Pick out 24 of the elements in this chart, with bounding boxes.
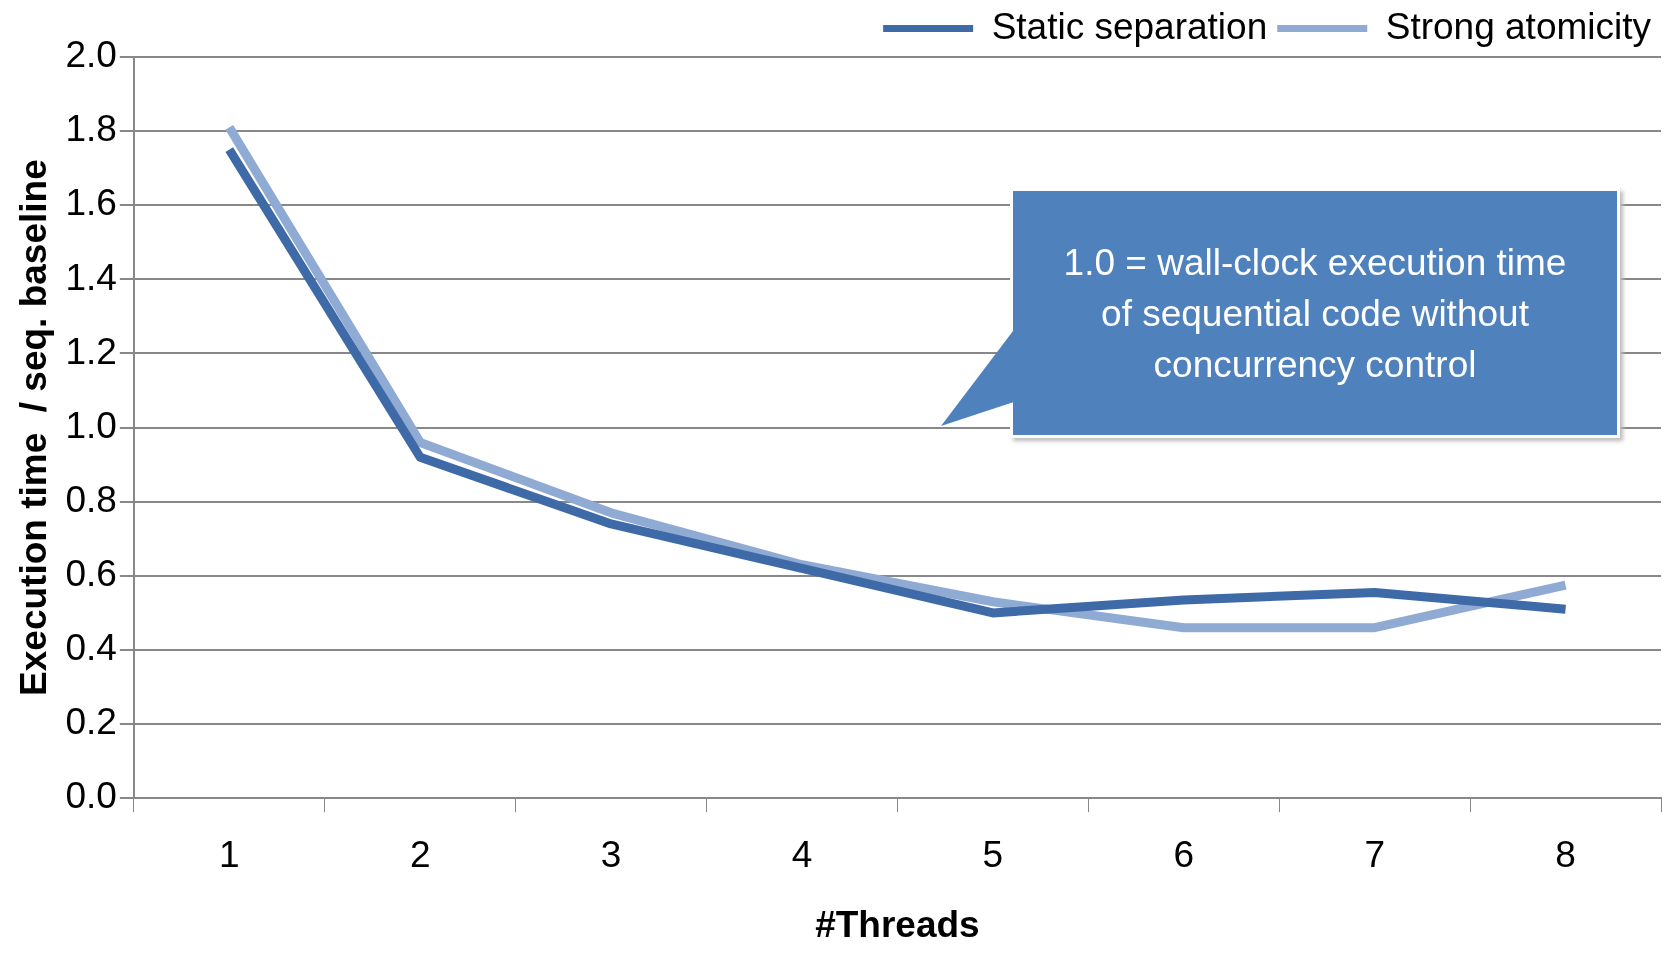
y-tick-label: 0.6 — [65, 553, 117, 595]
x-tick-label: 7 — [1364, 833, 1385, 875]
x-tick-label: 1 — [218, 833, 240, 875]
y-tick-label: 1.0 — [65, 404, 117, 446]
y-tick-label: 1.4 — [65, 256, 117, 298]
y-tick-label: 2.0 — [65, 34, 117, 76]
legend-label: Strong atomicity — [1385, 5, 1652, 47]
x-tick-label: 2 — [409, 833, 431, 875]
y-tick-label: 1.8 — [65, 108, 117, 150]
y-tick-label: 0.2 — [65, 701, 117, 743]
annotation: 1.0 = wall-clock execution time of sequential code without concurrency control — [1062, 240, 1568, 387]
y-tick-label: 0.4 — [65, 627, 117, 669]
y-axis-title: Execution time / seq. baseline — [13, 159, 55, 696]
y-tick-label: 0.0 — [65, 775, 117, 817]
x-tick-label: 8 — [1555, 833, 1576, 875]
x-axis-title: #Threads — [815, 904, 980, 945]
legend-label: Static separation — [991, 5, 1268, 47]
x-tick-label: 4 — [791, 833, 813, 875]
y-tick-label: 0.8 — [65, 478, 117, 520]
x-tick-label: 5 — [982, 833, 1004, 875]
x-tick-label: 3 — [600, 833, 622, 875]
y-tick-label: 1.6 — [65, 182, 117, 224]
y-tick-label: 1.2 — [65, 330, 117, 372]
x-tick-label: 6 — [1173, 833, 1195, 875]
